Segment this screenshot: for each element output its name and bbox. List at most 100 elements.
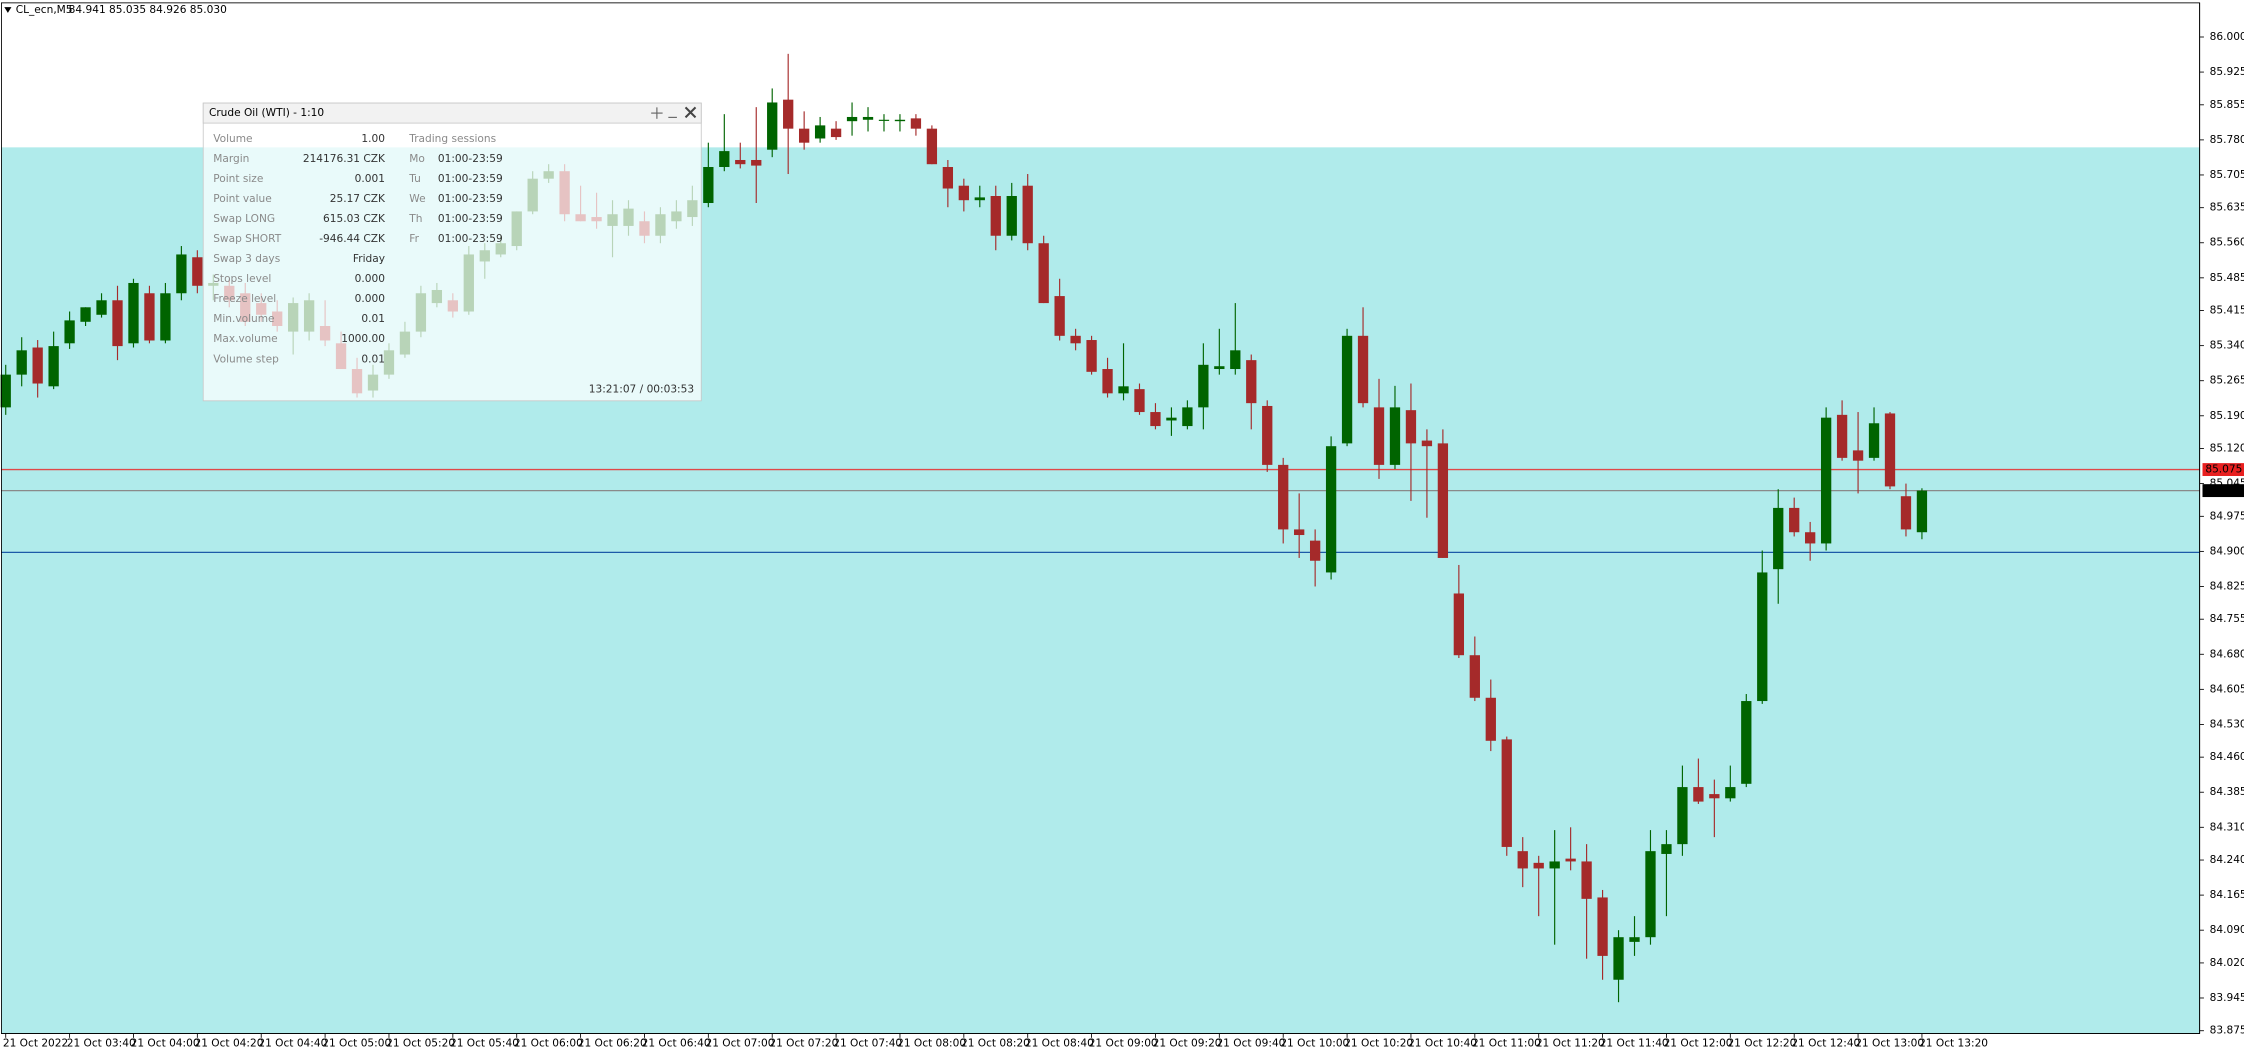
candle-body — [160, 293, 171, 341]
candle-body — [942, 167, 954, 189]
candle-body — [1501, 739, 1512, 847]
candle-body — [1693, 787, 1704, 802]
spec-label: Freeze level — [213, 293, 276, 305]
x-tick-label: 21 Oct 06:40 — [642, 1038, 711, 1050]
spec-value: 0.01 — [361, 313, 385, 325]
candle-body — [1246, 360, 1257, 404]
candle-body — [96, 300, 107, 315]
candle-body — [0, 374, 11, 408]
spec-label: Swap 3 days — [213, 253, 280, 265]
candle-body — [1341, 335, 1353, 444]
spec-label: Min.volume — [213, 313, 274, 325]
candle-body — [1629, 937, 1640, 942]
x-tick-label: 21 Oct 05:00 — [322, 1038, 391, 1050]
menu-arrow[interactable] — [4, 7, 12, 13]
candle-body — [703, 167, 714, 204]
candle-body — [1836, 414, 1848, 458]
candle-body — [1054, 296, 1065, 336]
x-tick-label: 21 Oct 11:20 — [1536, 1038, 1605, 1050]
candle-body — [1373, 407, 1385, 465]
x-tick-label: 21 Oct 05:40 — [450, 1038, 519, 1050]
y-tick-label: 84.900 — [2210, 545, 2244, 557]
candle-body — [1820, 417, 1832, 544]
spec-label: Swap SHORT — [213, 233, 281, 245]
session-day: Th — [408, 213, 422, 225]
session-day: We — [409, 193, 425, 205]
candle-body — [1230, 350, 1241, 370]
candle-body — [1533, 862, 1544, 869]
symbol-info-panel: Crude Oil (WTI) - 1:10 Volume 1.00 Margin 2… — [202, 102, 702, 402]
candle-body — [735, 159, 746, 165]
candle-body — [1214, 366, 1225, 370]
spec-label: Point value — [213, 193, 272, 205]
spec-label: Max.volume — [213, 333, 277, 345]
spec-label: Volume — [213, 133, 252, 145]
panel-move-icon[interactable] — [651, 107, 663, 119]
candle-body — [1757, 572, 1768, 702]
session-hours: 01:00-23:59 — [438, 193, 503, 205]
candle-body — [64, 320, 75, 344]
candle-body — [894, 119, 906, 122]
x-tick-label: 21 Oct 09:00 — [1089, 1038, 1158, 1050]
y-tick-label: 84.825 — [2210, 580, 2244, 592]
candle-body — [1517, 851, 1528, 869]
x-tick-label: 21 Oct 07:00 — [705, 1038, 774, 1050]
spec-label: Swap LONG — [213, 213, 275, 225]
candle-body — [1086, 340, 1097, 372]
price-label-bg — [2202, 484, 2244, 498]
candle-body — [1405, 410, 1417, 444]
candle-body — [1741, 701, 1752, 784]
y-tick-label: 84.460 — [2210, 751, 2244, 763]
panel-body — [202, 102, 702, 402]
candle-body — [1357, 335, 1369, 404]
candle-body — [1278, 464, 1289, 530]
y-tick-label: 84.385 — [2210, 786, 2244, 798]
x-tick-label: 21 Oct 11:00 — [1472, 1038, 1541, 1050]
price-label-bg — [2202, 463, 2244, 477]
panel-title: Crude Oil (WTI) - 1:10 — [209, 107, 324, 119]
panel-close[interactable] — [684, 106, 697, 119]
candle-body — [878, 119, 890, 121]
spec-value: 0.001 — [355, 173, 385, 185]
x-tick-label: 21 Oct 10:00 — [1280, 1038, 1349, 1050]
candle-body — [1294, 529, 1305, 536]
spec-value: Friday — [353, 253, 385, 265]
x-tick-label: 21 Oct 12:20 — [1727, 1038, 1796, 1050]
candle-body — [1884, 413, 1896, 487]
candle-body — [1469, 655, 1480, 698]
spec-label: Point size — [213, 173, 263, 185]
price-label: 85.030 — [2205, 485, 2242, 497]
x-tick-label: 21 Oct 08:00 — [897, 1038, 966, 1050]
candle-body — [1549, 861, 1560, 869]
candle-body — [1150, 412, 1161, 427]
y-tick-label: 84.020 — [2210, 957, 2244, 969]
spec-value: 214176.31 CZK — [303, 153, 386, 165]
spec-value: 0.01 — [361, 353, 385, 365]
x-tick-label: 21 Oct 10:40 — [1408, 1038, 1477, 1050]
candle-body — [48, 346, 59, 387]
y-tick-label: 85.120 — [2210, 443, 2244, 455]
spec-value: 1000.00 — [341, 333, 385, 345]
candle-body — [1309, 540, 1321, 561]
y-tick-label: 85.340 — [2210, 340, 2244, 352]
candle-body — [1805, 532, 1816, 544]
candle-body — [751, 159, 762, 166]
x-tick-label: 21 Oct 13:20 — [1919, 1038, 1988, 1050]
candle-body — [1198, 364, 1209, 408]
candle-body — [1182, 407, 1193, 427]
y-tick-label: 85.415 — [2210, 305, 2244, 317]
session-hours: 01:00-23:59 — [438, 173, 503, 185]
candle-body — [1006, 195, 1017, 236]
y-tick-label: 85.925 — [2210, 66, 2244, 78]
y-tick-label: 84.755 — [2210, 613, 2244, 625]
session-hours: 01:00-23:59 — [438, 213, 503, 225]
session-hours: 01:00-23:59 — [438, 153, 503, 165]
y-tick-label: 84.530 — [2210, 718, 2244, 730]
candle-body — [767, 102, 778, 150]
quote: 84.941 85.035 84.926 85.030 — [69, 4, 227, 16]
candle-body — [192, 257, 203, 286]
x-tick-label: 21 Oct 13:00 — [1855, 1038, 1924, 1050]
candle-body — [846, 116, 858, 122]
